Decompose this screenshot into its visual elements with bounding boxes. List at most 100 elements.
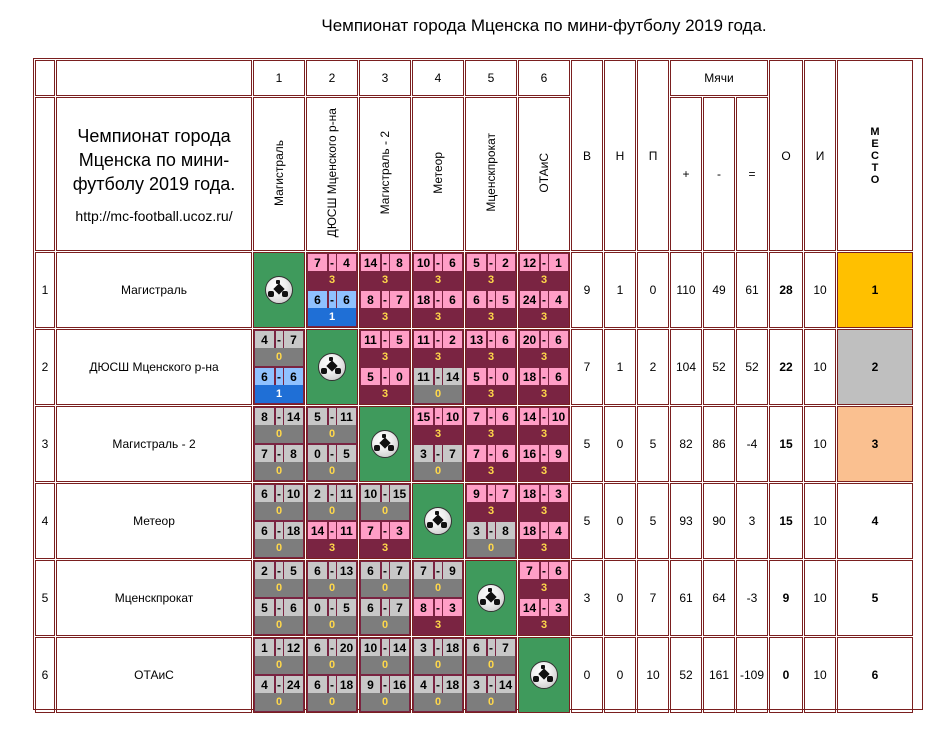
- score-separator: -: [328, 291, 336, 308]
- self-match-cell: [359, 406, 411, 482]
- score-separator: -: [328, 485, 336, 502]
- goals-scored: 18: [520, 368, 539, 385]
- draws-value: 1: [604, 252, 636, 328]
- score-separator: -: [275, 368, 283, 385]
- wins-value: 5: [571, 483, 603, 559]
- goals-scored: 5: [467, 254, 486, 271]
- goals-conceded: 8: [496, 522, 515, 539]
- goals-against-value: 86: [703, 406, 735, 482]
- place-letter: С: [871, 149, 879, 162]
- col-team: Магистраль: [253, 97, 305, 251]
- score-separator: -: [487, 291, 495, 308]
- score-separator: -: [487, 368, 495, 385]
- match-points: 0: [414, 462, 462, 480]
- score-separator: -: [434, 331, 442, 348]
- score-separator: -: [275, 639, 283, 656]
- match-cell: 10-14 0 9-16 0: [359, 637, 411, 713]
- place-letter: Т: [871, 161, 879, 174]
- score-separator: -: [487, 676, 495, 693]
- col-team-label: Мценскпрокат: [484, 133, 498, 212]
- goals-scored: 10: [414, 254, 433, 271]
- match-points: 3: [520, 539, 568, 557]
- goal-diff-value: 3: [736, 483, 768, 559]
- losses-value: 0: [637, 252, 669, 328]
- games-value: 10: [804, 406, 836, 482]
- score-separator: -: [275, 331, 283, 348]
- col-team: ДЮСШ Мценского р-на: [306, 97, 358, 251]
- match-result: 14-8 3: [360, 253, 410, 290]
- match-score: 6-5: [466, 290, 516, 308]
- score-separator: -: [381, 562, 389, 579]
- goals-for-value: 82: [670, 406, 702, 482]
- match-result: 8-14 0: [254, 407, 304, 444]
- goals-conceded: 7: [390, 562, 409, 579]
- goals-scored: 5: [467, 368, 486, 385]
- col-number: 2: [306, 60, 358, 96]
- goals-conceded: 0: [496, 368, 515, 385]
- match-cell: 20-6 3 18-6 3: [518, 329, 570, 405]
- goals-scored: 7: [467, 408, 486, 425]
- match-result: 9-16 0: [360, 675, 410, 712]
- match-cell: 3-18 0 4-18 0: [412, 637, 464, 713]
- table-row: 6 ОТАиС 1-12 0 4-24 0 6-20 0 6-18 0 10-14 0 9-16 0 3-1…: [35, 637, 913, 713]
- site-link[interactable]: http://mc-football.ucoz.ru/: [75, 208, 233, 224]
- score-separator: -: [275, 485, 283, 502]
- col-team: Магистраль - 2: [359, 97, 411, 251]
- match-result: 18-6 3: [519, 367, 569, 404]
- goals-scored: 4: [255, 331, 274, 348]
- match-score: 6-18: [307, 675, 357, 693]
- score-separator: -: [540, 291, 548, 308]
- goals-conceded: 16: [390, 676, 409, 693]
- match-result: 15-10 3: [413, 407, 463, 444]
- goals-scored: 11: [414, 368, 433, 385]
- goals-scored: 6: [467, 639, 486, 656]
- goals-scored: 18: [520, 522, 539, 539]
- match-points: 0: [308, 502, 356, 520]
- goals-scored: 7: [467, 445, 486, 462]
- match-score: 6-6: [254, 367, 304, 385]
- match-points: 0: [255, 693, 303, 711]
- goals-conceded: 7: [390, 291, 409, 308]
- draws-value: 0: [604, 483, 636, 559]
- match-points: 0: [255, 348, 303, 366]
- match-points: 0: [308, 579, 356, 597]
- match-cell: 1-12 0 4-24 0: [253, 637, 305, 713]
- match-points: 3: [414, 425, 462, 443]
- match-result: 11-5 3: [360, 330, 410, 367]
- match-score: 5-6: [254, 598, 304, 616]
- goals-conceded: 6: [549, 562, 568, 579]
- header-place: М Е С Т О: [837, 60, 913, 251]
- goals-scored: 4: [414, 676, 433, 693]
- table-row: 4 Метеор 6-10 0 6-18 0 2-11 0 14-11 3 10-15 0 7-3 3 9-…: [35, 483, 913, 559]
- goals-scored: 6: [467, 291, 486, 308]
- score-separator: -: [381, 368, 389, 385]
- goals-conceded: 18: [284, 522, 303, 539]
- losses-value: 10: [637, 637, 669, 713]
- games-value: 10: [804, 637, 836, 713]
- points-value: 28: [769, 252, 803, 328]
- score-separator: -: [328, 676, 336, 693]
- match-result: 10-6 3: [413, 253, 463, 290]
- score-separator: -: [275, 599, 283, 616]
- score-separator: -: [540, 368, 548, 385]
- col-team-label: ОТАиС: [537, 152, 551, 193]
- col-number: 5: [465, 60, 517, 96]
- col-number: 3: [359, 60, 411, 96]
- match-points: 0: [467, 693, 515, 711]
- goals-scored: 24: [520, 291, 539, 308]
- match-score: 18-6: [519, 367, 569, 385]
- games-value: 10: [804, 560, 836, 636]
- goals-scored: 7: [520, 562, 539, 579]
- losses-value: 5: [637, 483, 669, 559]
- match-points: 3: [520, 385, 568, 403]
- score-separator: -: [540, 562, 548, 579]
- match-score: 7-6: [466, 444, 516, 462]
